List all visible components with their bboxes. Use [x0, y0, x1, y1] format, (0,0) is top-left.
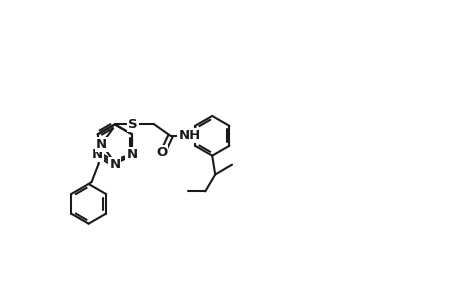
Text: NH: NH — [178, 129, 200, 142]
Text: O: O — [156, 146, 167, 159]
Text: N: N — [96, 138, 107, 151]
Text: S: S — [128, 118, 137, 131]
Text: N: N — [109, 158, 120, 171]
Text: N: N — [92, 148, 103, 161]
Text: N: N — [126, 148, 137, 161]
